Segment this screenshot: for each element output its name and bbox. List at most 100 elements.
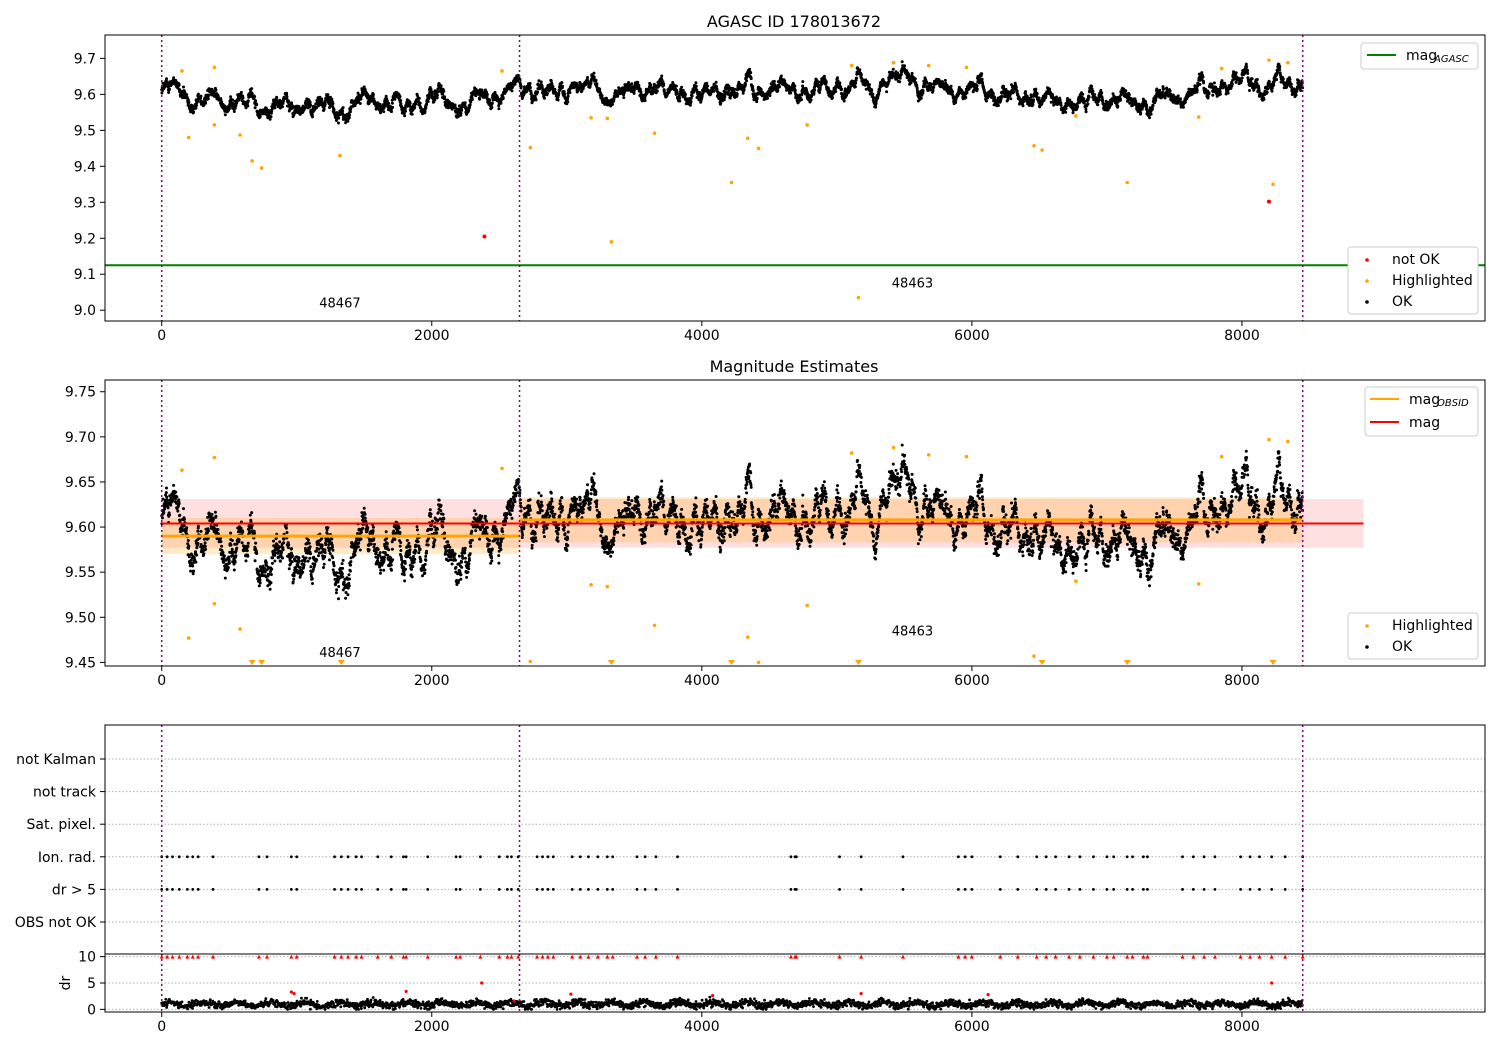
ok-point [330, 97, 334, 101]
ok-point [399, 102, 403, 106]
ok-point [239, 90, 243, 94]
highlighted-point [1125, 180, 1129, 185]
ok-point [246, 99, 250, 103]
ok-point [561, 84, 564, 88]
ok-point [675, 92, 679, 96]
ok-point [943, 78, 947, 82]
ok-point [384, 94, 388, 98]
ok-point [975, 84, 979, 88]
ok-point [766, 96, 769, 100]
ok-point [931, 89, 935, 93]
ok-point [612, 98, 616, 102]
ok-point [566, 100, 570, 104]
highlighted-point [338, 153, 342, 158]
ok-point [991, 92, 995, 96]
ok-point [387, 101, 391, 105]
highlighted-point [745, 136, 750, 141]
ok-point [1168, 89, 1172, 93]
ok-point [488, 98, 491, 102]
highlighted-point [180, 69, 184, 73]
ok-point [1055, 95, 1058, 99]
ok-point [258, 115, 262, 119]
ok-point [772, 79, 776, 83]
ok-point [430, 90, 434, 94]
ok-point [1064, 107, 1068, 110]
ok-point [1163, 96, 1167, 100]
ok-point [921, 89, 925, 93]
ok-point [1198, 82, 1202, 86]
ok-point [662, 82, 666, 86]
ok-point [690, 94, 694, 98]
ok-point [1240, 76, 1244, 80]
ok-point [898, 80, 902, 84]
ok-point [643, 96, 647, 100]
ok-point [337, 121, 340, 125]
ok-point [1218, 92, 1222, 96]
ok-point [749, 77, 753, 81]
ok-point [1090, 84, 1094, 88]
ok-point [910, 71, 914, 75]
ok-point [542, 96, 546, 100]
ok-point [341, 109, 345, 113]
ok-point [1179, 97, 1182, 101]
ok-point [403, 107, 407, 111]
ok-point [326, 93, 330, 97]
ok-point [611, 102, 614, 106]
ok-point [1145, 105, 1149, 109]
ok-point [594, 78, 598, 82]
highlighted-point [250, 159, 254, 163]
ok-point [1015, 89, 1019, 93]
ok-point [536, 90, 539, 94]
ok-point [463, 101, 467, 105]
ok-point [870, 88, 874, 92]
highlighted-point [186, 135, 191, 140]
ok-point [722, 98, 726, 102]
ok-point [250, 87, 254, 91]
ok-point [453, 103, 457, 107]
ok-point [1211, 93, 1215, 97]
ok-point [1071, 111, 1075, 115]
ok-point [253, 95, 256, 99]
ok-point [1101, 98, 1105, 102]
ok-point [328, 106, 331, 109]
ok-point [592, 75, 596, 79]
ok-point [241, 96, 245, 100]
ok-point [929, 82, 933, 86]
ok-point [557, 91, 561, 95]
ok-point [1262, 97, 1266, 101]
ok-point [1139, 111, 1143, 115]
ok-point [735, 92, 739, 96]
ok-point [490, 101, 494, 105]
highlighted-point [1271, 182, 1275, 187]
ok-point [859, 73, 863, 77]
ok-point [842, 99, 846, 103]
ok-point [853, 85, 857, 89]
ok-point [660, 74, 664, 78]
ok-point [346, 119, 350, 123]
ok-point [1032, 98, 1035, 102]
highlighted-point [729, 180, 734, 185]
ok-point [424, 106, 428, 110]
ok-point [749, 71, 753, 75]
ok-point [404, 109, 407, 113]
ok-point [348, 113, 351, 117]
highlighted-point [1196, 115, 1201, 119]
highlighted-point [605, 116, 610, 121]
ok-point [855, 76, 859, 80]
ok-point [439, 84, 443, 88]
ok-point [187, 100, 191, 104]
ok-point [566, 97, 570, 101]
ok-point [410, 112, 414, 116]
ok-point [1265, 90, 1269, 94]
ok-point [442, 89, 446, 93]
ok-point [230, 98, 234, 102]
highlighted-point [1074, 114, 1078, 118]
ok-point [1201, 75, 1205, 79]
ok-point [1230, 82, 1234, 86]
ok-point [649, 83, 653, 87]
ok-point [189, 110, 193, 114]
ok-point [1064, 110, 1068, 114]
ok-point [232, 110, 236, 113]
ok-point [1162, 87, 1165, 91]
ok-point [403, 114, 407, 118]
